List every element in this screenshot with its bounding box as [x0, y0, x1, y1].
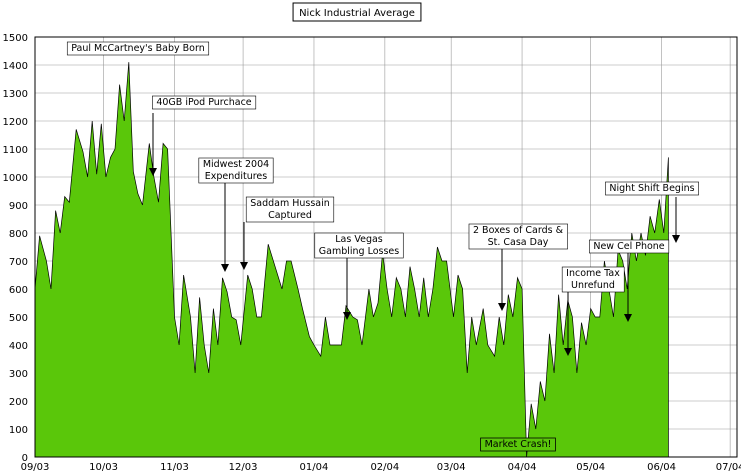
y-tick-label: 700	[9, 257, 28, 268]
annotation-label: Midwest 2004	[203, 159, 269, 170]
chart-title-box	[292, 2, 422, 22]
annotation-label: Captured	[268, 210, 312, 221]
y-tick-label: 1300	[3, 89, 28, 100]
annotation-label: Night Shift Begins	[609, 183, 694, 194]
chart-title-group: Nick Industrial Average	[292, 2, 422, 22]
annotation-arrowhead	[149, 168, 157, 176]
x-tick-label: 04/04	[508, 462, 537, 473]
annotation-arrowhead	[343, 312, 351, 320]
axes: 0 100 200 300 400 500 600 700 800 900 1000 1100 1200…	[3, 33, 741, 473]
annotation: Paul McCartney's Baby Born	[66, 41, 210, 56]
annotation: 2 Boxes of Cards &St. Casa Day	[468, 223, 568, 311]
annotation: Market Crash!	[480, 437, 556, 452]
x-tick-label: 02/04	[370, 462, 399, 473]
annotation-arrowhead	[672, 235, 680, 243]
annotation-label: Expenditures	[205, 171, 267, 182]
annotation-box	[589, 239, 670, 254]
y-tick-label: 200	[9, 397, 28, 408]
annotations: Paul McCartney's Baby Born 40GB iPod Purc…	[66, 41, 699, 452]
y-tick-label: 100	[9, 425, 28, 436]
area-series	[34, 62, 669, 458]
annotation-box	[66, 41, 210, 56]
plot-frame	[34, 36, 738, 458]
x-tick-label: 09/03	[21, 462, 50, 473]
annotation-box	[245, 196, 335, 223]
x-tick-label: 01/04	[300, 462, 329, 473]
x-tick-label: 12/03	[229, 462, 258, 473]
x-tick-label: 07/04	[716, 462, 741, 473]
x-tick-label: 06/04	[647, 462, 676, 473]
annotation-label: Las Vegas	[335, 234, 383, 245]
annotation-box	[605, 181, 699, 196]
annotation-label: Paul McCartney's Baby Born	[71, 43, 204, 54]
annotation-label: Unrefund	[571, 280, 615, 291]
annotation-box	[468, 223, 568, 250]
y-tick-label: 1100	[3, 145, 28, 156]
y-tick-label: 1400	[3, 61, 28, 72]
annotation-arrowhead	[221, 264, 229, 272]
y-tick-label: 1200	[3, 117, 28, 128]
y-tick-label: 400	[9, 341, 28, 352]
annotation-arrowhead	[624, 314, 632, 322]
x-tick-label: 10/03	[89, 462, 118, 473]
annotation: New Cel Phone	[589, 239, 670, 322]
y-tick-label: 900	[9, 201, 28, 212]
annotation-arrowhead	[498, 303, 506, 311]
x-tick-label: 05/04	[576, 462, 605, 473]
y-tick-label: 500	[9, 313, 28, 324]
annotation-label: Income Tax	[566, 268, 620, 279]
annotation-label: 2 Boxes of Cards &	[473, 225, 564, 236]
plot-area	[34, 62, 669, 458]
y-tick-label: 1500	[3, 33, 28, 44]
y-tick-label: 0	[22, 453, 28, 464]
y-tick-label: 600	[9, 285, 28, 296]
annotation-arrowhead	[564, 348, 572, 356]
x-tick-label: 11/03	[160, 462, 189, 473]
annotation-box	[480, 437, 556, 452]
annotation-label: St. Casa Day	[488, 237, 549, 248]
y-tick-label: 300	[9, 369, 28, 380]
annotation-box	[561, 266, 625, 293]
annotation-label: Market Crash!	[485, 439, 552, 450]
annotation-label: New Cel Phone	[593, 241, 664, 252]
annotation: Night Shift Begins	[605, 181, 699, 243]
annotation-arrowhead	[240, 262, 248, 270]
annotation-box	[152, 95, 257, 110]
y-tick-label: 1000	[3, 173, 28, 184]
annotation-box	[198, 157, 274, 184]
annotation: 40GB iPod Purchace	[149, 95, 257, 176]
annotation-box	[314, 232, 404, 259]
annotation-label: Saddam Hussain	[250, 198, 330, 209]
annotation-label: 40GB iPod Purchace	[156, 97, 251, 108]
chart-title: Nick Industrial Average	[299, 8, 415, 19]
annotation-label: Gambling Losses	[319, 246, 399, 257]
x-tick-label: 03/04	[437, 462, 466, 473]
y-tick-label: 800	[9, 229, 28, 240]
